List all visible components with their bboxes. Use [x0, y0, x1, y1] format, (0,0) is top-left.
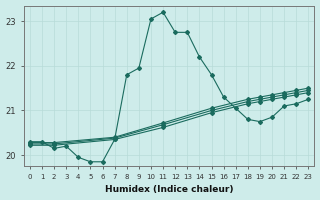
- X-axis label: Humidex (Indice chaleur): Humidex (Indice chaleur): [105, 185, 233, 194]
